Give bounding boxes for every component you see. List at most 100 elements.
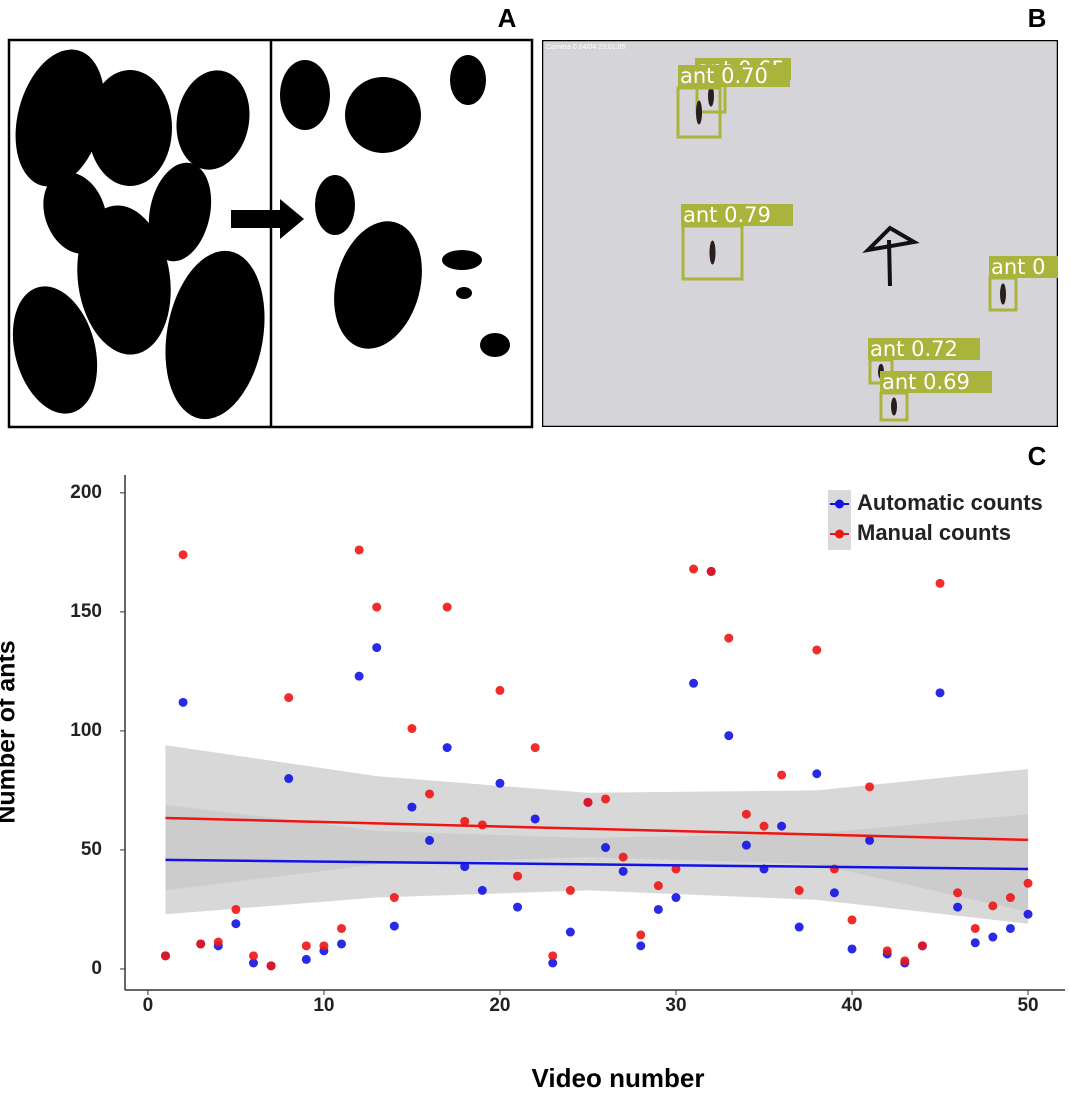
point xyxy=(583,797,593,807)
point xyxy=(988,932,998,942)
detection-label-bg xyxy=(989,256,1058,278)
point xyxy=(724,633,734,643)
point xyxy=(917,941,927,951)
y-tick-label: 100 xyxy=(70,720,102,741)
point xyxy=(354,545,364,555)
point xyxy=(442,602,452,612)
legend-label: Manual counts xyxy=(857,520,1011,545)
legend-label: Automatic counts xyxy=(857,490,1043,515)
camera-stamp: Camera 0 04/04 23:01:05 xyxy=(546,44,625,51)
point xyxy=(1023,878,1033,888)
point xyxy=(636,941,646,951)
point xyxy=(565,927,575,937)
x-tick-label: 10 xyxy=(313,995,334,1016)
detection-label-bg xyxy=(681,204,793,226)
point xyxy=(284,693,294,703)
point xyxy=(425,789,435,799)
legend-dot xyxy=(835,499,844,509)
ant xyxy=(696,100,702,125)
point xyxy=(196,939,206,949)
ant xyxy=(708,85,714,107)
point xyxy=(565,885,575,895)
detection-label-bg xyxy=(880,371,992,393)
point xyxy=(601,794,611,804)
point xyxy=(953,888,963,898)
point xyxy=(671,893,681,903)
point xyxy=(530,814,540,824)
detection-label: ant 0.72 xyxy=(870,337,958,361)
detection-label: ant 0 xyxy=(991,255,1045,279)
x-tick-label: 50 xyxy=(1017,995,1038,1016)
point xyxy=(847,915,857,925)
legend-key-bg xyxy=(828,490,851,550)
point xyxy=(178,550,188,560)
point xyxy=(301,954,311,964)
point xyxy=(160,951,170,961)
panel-a xyxy=(7,38,534,429)
point xyxy=(1005,893,1015,903)
point xyxy=(741,840,751,850)
point xyxy=(812,769,822,779)
y-tick-label: 200 xyxy=(70,482,102,503)
point xyxy=(777,821,787,831)
point xyxy=(513,902,523,912)
detection-label: ant 0.69 xyxy=(882,370,970,394)
point xyxy=(706,566,716,576)
x-tick-label: 0 xyxy=(143,995,154,1016)
panel-label: B xyxy=(1028,3,1047,33)
point xyxy=(495,778,505,788)
point xyxy=(618,866,628,876)
point xyxy=(266,961,276,971)
point xyxy=(548,951,558,961)
detection-box xyxy=(676,86,722,139)
y-tick-label: 50 xyxy=(81,839,102,860)
point xyxy=(601,843,611,853)
y-tick-label: 0 xyxy=(91,958,102,979)
point xyxy=(794,885,804,895)
point xyxy=(460,862,470,872)
point xyxy=(794,922,804,932)
point xyxy=(249,951,259,961)
legend-dot xyxy=(835,529,844,539)
panel-label: C xyxy=(1028,441,1047,471)
point xyxy=(389,921,399,931)
ant xyxy=(891,397,897,416)
point xyxy=(759,821,769,831)
point xyxy=(407,724,417,734)
detection-label-bg xyxy=(868,338,980,360)
point xyxy=(865,782,875,792)
point xyxy=(882,946,892,956)
point xyxy=(1023,909,1033,919)
point xyxy=(636,930,646,940)
point xyxy=(319,941,329,951)
x-tick-label: 30 xyxy=(665,995,686,1016)
point xyxy=(337,923,347,933)
point xyxy=(653,904,663,914)
x-tick-label: 40 xyxy=(841,995,862,1016)
point xyxy=(653,881,663,891)
point xyxy=(284,774,294,784)
point xyxy=(671,864,681,874)
y-tick-label: 150 xyxy=(70,601,102,622)
point xyxy=(477,885,487,895)
detection-label: ant 0.79 xyxy=(683,203,771,227)
point xyxy=(372,602,382,612)
x-axis-label: Video number xyxy=(532,1063,705,1093)
point xyxy=(548,958,558,968)
point xyxy=(231,904,241,914)
point xyxy=(301,941,311,951)
point xyxy=(530,743,540,753)
point xyxy=(970,923,980,933)
point xyxy=(777,770,787,780)
point xyxy=(389,893,399,903)
point xyxy=(618,852,628,862)
point xyxy=(495,685,505,695)
point xyxy=(249,958,259,968)
point xyxy=(1005,923,1015,933)
point xyxy=(935,688,945,698)
detection-label: ant 0.70 xyxy=(680,64,768,88)
point xyxy=(231,919,241,929)
point xyxy=(847,944,857,954)
